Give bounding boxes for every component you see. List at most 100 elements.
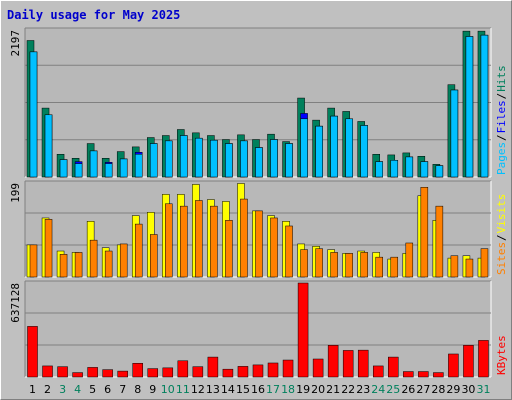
y-axis-max-label: 199	[9, 183, 22, 203]
bar-sites	[270, 217, 278, 278]
bar-kbytes	[282, 359, 294, 378]
x-tick-label: 21	[326, 383, 340, 396]
bar-pages	[435, 165, 444, 178]
legend-entry: Pages	[495, 142, 508, 175]
x-tick-label: 14	[221, 383, 235, 396]
x-tick-label: 26	[401, 383, 415, 396]
bar-pages	[315, 125, 323, 178]
x-tick-label: 17	[266, 383, 280, 396]
bar-pages	[225, 143, 233, 178]
x-tick-label: 1	[29, 383, 36, 396]
bar-pages	[420, 161, 429, 178]
bar-kbytes	[418, 371, 429, 378]
bar-pages	[59, 159, 68, 178]
x-tick-label: 8	[134, 383, 141, 396]
bar-sites	[104, 250, 113, 278]
bar-sites	[345, 253, 353, 278]
bar-pages	[270, 139, 278, 178]
bar-kbytes	[388, 356, 399, 378]
bar-sites	[29, 244, 38, 278]
bar-sites	[300, 249, 308, 278]
bar-pages	[180, 135, 188, 178]
bar-kbytes	[42, 365, 53, 378]
x-tick-label: 30	[461, 383, 475, 396]
bar-pages	[44, 114, 53, 178]
bar-pages	[480, 34, 489, 178]
legend-entry: /	[495, 134, 508, 141]
bar-sites	[405, 242, 414, 278]
bar-sites	[210, 205, 218, 278]
bar-pages	[210, 139, 218, 178]
legend-entry: Files	[495, 100, 508, 133]
x-tick-label: 15	[236, 383, 250, 396]
bar-kbytes	[403, 371, 414, 378]
bar-pages	[195, 137, 203, 178]
x-tick-label: 2	[44, 383, 51, 396]
bar-kbytes	[252, 364, 264, 378]
bar-sites	[134, 223, 143, 278]
x-tick-label: 24	[371, 383, 385, 396]
bar-pages	[405, 156, 414, 178]
bar-kbytes	[448, 353, 459, 378]
bar-sites	[240, 198, 248, 278]
y-axis-max-label: 637128	[9, 283, 22, 323]
bar-sites	[195, 200, 203, 278]
bar-pages	[89, 150, 98, 178]
bar-sites	[44, 219, 53, 278]
x-tick-label: 7	[119, 383, 126, 396]
bar-kbytes	[162, 367, 174, 378]
bar-sites	[225, 220, 233, 278]
bar-kbytes	[478, 340, 489, 378]
bar-pages	[390, 160, 399, 178]
bar-pages	[104, 163, 113, 178]
bar-sites	[435, 205, 444, 278]
x-tick-label: 22	[341, 383, 355, 396]
bar-kbytes	[237, 366, 249, 378]
bar-sites	[74, 252, 83, 278]
x-tick-label: 10	[161, 383, 175, 396]
x-tick-label: 19	[296, 383, 310, 396]
bar-sites	[420, 187, 429, 278]
bar-pages	[150, 143, 158, 178]
x-tick-label: 6	[104, 383, 111, 396]
bar-pages	[375, 161, 383, 178]
bar-sites	[150, 234, 158, 278]
bar-pages	[29, 51, 38, 178]
bar-kbytes	[102, 369, 113, 378]
bar-pages	[360, 125, 368, 178]
bar-kbytes	[267, 362, 279, 378]
bar-kbytes	[222, 368, 234, 378]
bar-sites	[360, 252, 368, 278]
bar-kbytes	[207, 356, 219, 378]
bar-sites	[180, 205, 188, 278]
x-tick-label: 11	[176, 383, 190, 396]
bar-kbytes	[132, 363, 143, 378]
panel-background	[25, 281, 491, 377]
bar-pages	[330, 115, 338, 178]
bar-pages	[450, 89, 459, 178]
x-tick-label: 3	[59, 383, 66, 396]
bar-sites	[315, 248, 323, 278]
bar-pages	[240, 140, 248, 178]
bar-pages	[345, 118, 353, 178]
bar-sites	[285, 225, 293, 278]
x-tick-label: 5	[89, 383, 96, 396]
bar-pages	[74, 163, 83, 178]
x-tick-label: 27	[416, 383, 430, 396]
bar-sites	[375, 256, 383, 278]
bar-kbytes	[57, 366, 68, 378]
bar-sites	[330, 252, 338, 278]
bar-kbytes	[117, 370, 128, 378]
legend-entry: /	[495, 93, 508, 100]
x-tick-label: 12	[191, 383, 205, 396]
x-tick-label: 9	[149, 383, 156, 396]
x-tick-label: 23	[356, 383, 370, 396]
bar-kbytes	[312, 358, 324, 378]
legend-entry: Visits	[495, 194, 508, 234]
x-tick-label: 29	[446, 383, 460, 396]
bar-kbytes	[463, 345, 474, 378]
legend-entry: Hits	[495, 65, 508, 92]
x-tick-label: 18	[281, 383, 295, 396]
